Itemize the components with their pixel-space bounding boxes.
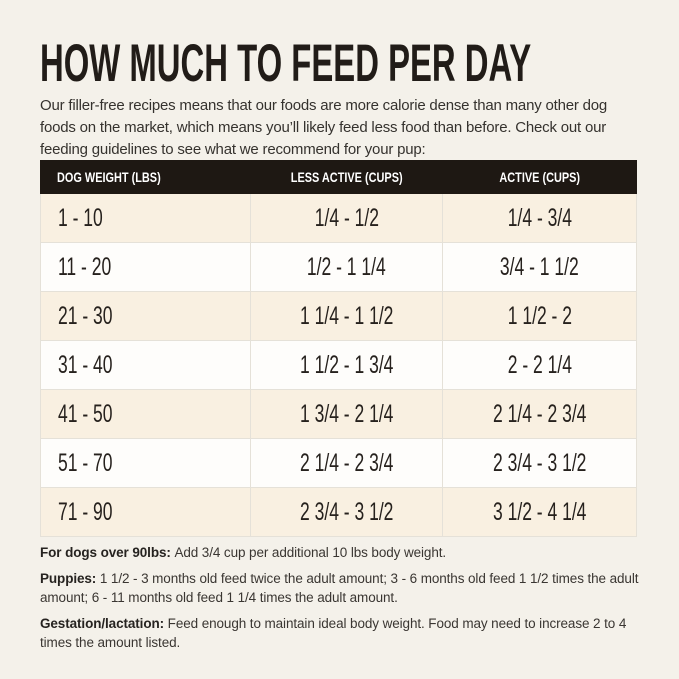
weight-cell: 31 - 40 (41, 341, 251, 389)
table-header-row: DOG WEIGHT (LBS) LESS ACTIVE (CUPS) ACTI… (40, 160, 637, 194)
column-header-dog-weight: DOG WEIGHT (LBS) (57, 169, 161, 185)
note-text: 1 1/2 - 3 months old feed twice the adul… (40, 570, 639, 606)
active-cell: 3 1/2 - 4 1/4 (492, 497, 587, 526)
note-text: Feed enough to maintain ideal body weigh… (40, 615, 627, 651)
table-row: 51 - 70 2 1/4 - 2 3/4 2 3/4 - 3 1/2 (41, 439, 636, 488)
note-item: Puppies: 1 1/2 - 3 months old feed twice… (40, 569, 641, 608)
less-active-cell: 1/2 - 1 1/4 (251, 243, 443, 291)
weight-cell: 41 - 50 (41, 390, 251, 438)
weight-cell: 71 - 90 (41, 488, 251, 536)
active-cell: 1 1/2 - 2 (507, 301, 572, 330)
note-label: For dogs over 90lbs: (40, 545, 175, 560)
less-active-cell: 2 1/4 - 2 3/4 (251, 439, 443, 487)
column-header-active: ACTIVE (CUPS) (499, 169, 581, 185)
table-row: 21 - 30 1 1/4 - 1 1/2 1 1/2 - 2 (41, 292, 636, 341)
weight-cell: 21 - 30 (41, 292, 251, 340)
column-header-less-active: LESS ACTIVE (CUPS) (291, 169, 403, 185)
note-label: Gestation/lactation: (40, 615, 168, 631)
note-text: Add 3/4 cup per additional 10 lbs body w… (174, 545, 447, 560)
table-row: 11 - 20 1/2 - 1 1/4 3/4 - 1 1/2 (41, 243, 636, 292)
table-row: 31 - 40 1 1/2 - 1 3/4 2 - 2 1/4 (41, 341, 636, 390)
active-cell: 3/4 - 1 1/2 (500, 252, 579, 281)
active-cell: 2 3/4 - 3 1/2 (492, 448, 587, 477)
notes: For dogs over 90lbs: Add 3/4 cup per add… (40, 543, 641, 659)
intro-text: Our filler-free recipes means that our f… (40, 97, 608, 158)
less-active-cell: 1 1/2 - 1 3/4 (251, 341, 443, 389)
less-active-cell: 1 3/4 - 2 1/4 (251, 390, 443, 438)
table-row: 41 - 50 1 3/4 - 2 1/4 2 1/4 - 2 3/4 (41, 390, 636, 439)
page-title: HOW MUCH TO FEED PER DAY (40, 34, 532, 93)
table-row: 1 - 10 1/4 - 1/2 1/4 - 3/4 (41, 194, 636, 243)
less-active-cell: 2 3/4 - 3 1/2 (251, 488, 443, 536)
less-active-cell: 1 1/4 - 1 1/2 (251, 292, 443, 340)
note-label: Puppies: (40, 570, 100, 586)
less-active-cell: 1/4 - 1/2 (251, 194, 443, 242)
note-item: For dogs over 90lbs: Add 3/4 cup per add… (40, 543, 641, 563)
note-item: Gestation/lactation: Feed enough to main… (40, 614, 641, 653)
active-cell: 2 1/4 - 2 3/4 (492, 399, 587, 428)
active-cell: 1/4 - 3/4 (507, 203, 572, 232)
feeding-table: DOG WEIGHT (LBS) LESS ACTIVE (CUPS) ACTI… (40, 160, 637, 537)
weight-cell: 11 - 20 (41, 243, 251, 291)
weight-cell: 1 - 10 (41, 194, 251, 242)
active-cell: 2 - 2 1/4 (507, 350, 572, 379)
table-body: 1 - 10 1/4 - 1/2 1/4 - 3/4 11 - 20 1/2 -… (40, 194, 637, 537)
weight-cell: 51 - 70 (41, 439, 251, 487)
table-row: 71 - 90 2 3/4 - 3 1/2 3 1/2 - 4 1/4 (41, 488, 636, 537)
